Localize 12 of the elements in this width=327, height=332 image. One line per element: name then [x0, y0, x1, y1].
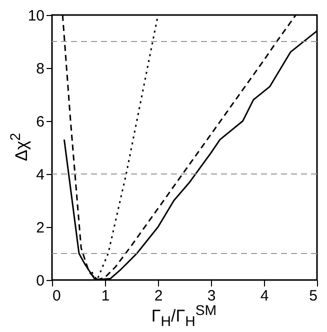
x-tick-label: 5	[309, 288, 318, 304]
y-tick-label: 4	[36, 166, 44, 184]
y-tick-label: 2	[36, 220, 44, 236]
y-tick-label: 10	[28, 8, 44, 24]
y-tick-label: 0	[36, 272, 44, 290]
x-tick-label: 4	[260, 288, 269, 304]
x-tick-label: 0	[52, 288, 61, 304]
x-tick-label: 3	[207, 288, 216, 304]
y-tick-label: 6	[36, 114, 44, 130]
x-tick-label: 1	[101, 288, 110, 304]
y-tick-label: 8	[36, 60, 44, 78]
x-tick-label: 2	[154, 288, 163, 304]
